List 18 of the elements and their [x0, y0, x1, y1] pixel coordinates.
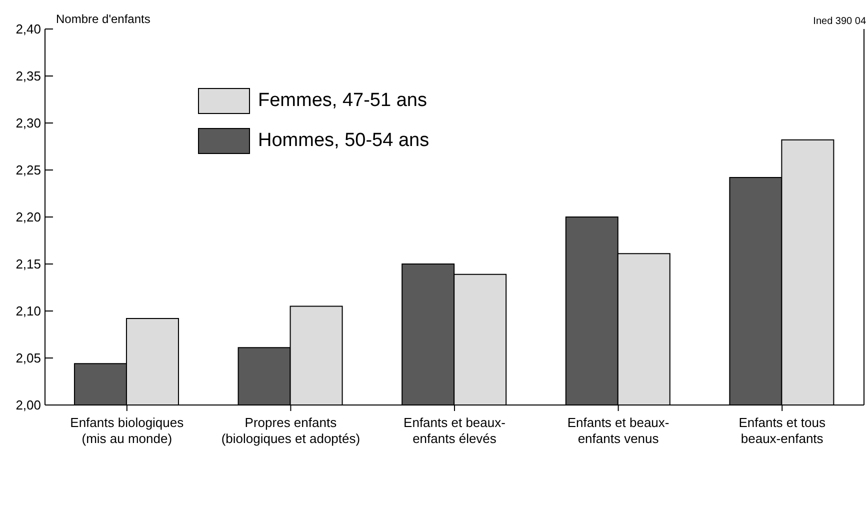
- x-tick-label: Enfants et beaux- enfants venus: [567, 415, 670, 446]
- y-axis-title: Nombre d'enfants: [56, 12, 150, 26]
- y-tick-label: 2,25: [16, 162, 41, 178]
- y-tick-label: 2,10: [16, 304, 41, 319]
- y-tick-label: 2,00: [16, 398, 41, 413]
- x-tick-label: Propres enfants (biologiques et adoptés): [221, 415, 360, 446]
- x-tick-label: Enfants et beaux- enfants élevés: [404, 415, 506, 446]
- legend-label: Femmes, 47-51 ans: [258, 90, 427, 112]
- y-tick-label: 2,15: [16, 256, 41, 272]
- y-tick-label: 2,20: [16, 210, 41, 225]
- x-tick-label: Enfants biologiques (mis au monde): [70, 415, 184, 446]
- x-tick-label: Enfants et tous beaux-enfants: [738, 415, 826, 446]
- y-tick-label: 2,05: [16, 350, 41, 366]
- y-tick-label: 2,35: [16, 68, 41, 84]
- legend-label: Hommes, 50-54 ans: [258, 130, 430, 152]
- y-tick-label: 2,40: [16, 22, 41, 37]
- y-tick-label: 2,30: [16, 116, 41, 131]
- text: Ined 390 04: [813, 16, 866, 27]
